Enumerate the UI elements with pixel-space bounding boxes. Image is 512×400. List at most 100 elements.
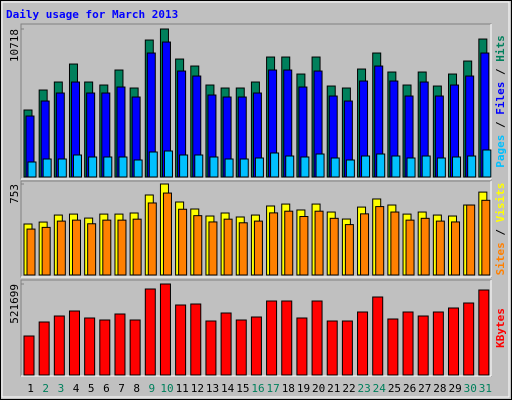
bar (360, 213, 370, 276)
bar (391, 155, 401, 178)
bar (436, 157, 446, 178)
bar (223, 218, 233, 276)
bar (417, 315, 429, 376)
bar (163, 150, 173, 178)
bar (162, 192, 172, 276)
bar (208, 221, 218, 276)
bar (281, 300, 293, 376)
bar (315, 153, 325, 178)
day-label: 10 (160, 382, 173, 395)
day-label: 29 (448, 382, 461, 395)
day-label: 18 (282, 382, 295, 395)
bar (420, 217, 430, 276)
bar (205, 320, 217, 376)
bar (179, 154, 189, 178)
legend-entry: Files (494, 82, 507, 115)
day-label: 1 (27, 382, 34, 395)
bar (235, 319, 247, 376)
bar (239, 158, 249, 178)
day-label: 6 (103, 382, 110, 395)
legend: KBytes (494, 308, 507, 348)
bar (481, 199, 491, 276)
day-label: 15 (236, 382, 249, 395)
day-label: 30 (464, 382, 477, 395)
bar (402, 311, 414, 376)
legend-entry: Pages (494, 135, 507, 168)
bar (56, 220, 66, 276)
bar (175, 304, 187, 376)
bar (209, 156, 219, 178)
bar (452, 156, 462, 178)
day-label: 28 (433, 382, 446, 395)
legend-entry: Hits (494, 35, 507, 62)
day-label: 20 (312, 382, 325, 395)
bar (41, 226, 51, 276)
day-label: 27 (418, 382, 431, 395)
bar (99, 319, 111, 376)
bar (357, 311, 369, 376)
bar (84, 317, 96, 376)
bar (38, 321, 50, 376)
legend-entry: Visits (494, 183, 507, 223)
day-label: 26 (403, 382, 416, 395)
bar (250, 316, 262, 376)
bar (23, 335, 35, 376)
chart-title: Daily usage for March 2013 (6, 8, 178, 21)
bar (26, 228, 36, 276)
bar (390, 211, 400, 276)
bar (71, 219, 81, 276)
bar (42, 158, 52, 178)
bar (344, 224, 354, 276)
bar (478, 289, 490, 376)
legend: Sites / Visits (494, 183, 507, 276)
bar (254, 157, 264, 178)
bar (345, 159, 355, 178)
day-label: 14 (221, 382, 235, 395)
bar (53, 315, 65, 376)
day-label: 19 (297, 382, 310, 395)
bar (57, 158, 67, 178)
day-label: 24 (373, 382, 387, 395)
bar (147, 202, 157, 276)
bar (463, 302, 475, 376)
max-label: 10718 (8, 29, 21, 62)
bar (87, 223, 97, 276)
bar (103, 156, 113, 178)
bar (329, 217, 339, 276)
bar (102, 219, 112, 276)
day-label: 9 (149, 382, 156, 395)
bar (148, 151, 158, 178)
bar (405, 219, 415, 276)
bar (159, 283, 171, 376)
bar (68, 310, 80, 376)
bar (372, 296, 384, 376)
bar (129, 319, 141, 376)
bar (482, 149, 492, 178)
bar (270, 152, 280, 178)
day-label: 11 (176, 382, 189, 395)
day-label: 25 (388, 382, 401, 395)
day-label: 8 (133, 382, 140, 395)
bar (432, 311, 444, 376)
bar (375, 206, 385, 276)
day-label: 21 (327, 382, 340, 395)
day-label: 7 (118, 382, 125, 395)
bar (435, 220, 445, 276)
day-label: 16 (251, 382, 264, 395)
bar (376, 153, 386, 178)
bar (314, 210, 324, 276)
bar (341, 320, 353, 376)
bar (144, 288, 156, 376)
bar (421, 155, 431, 178)
legend-separator: / (494, 115, 507, 135)
legend-entry: Sites (494, 242, 507, 275)
bar (266, 300, 278, 376)
bar (114, 313, 126, 376)
bar (27, 161, 37, 178)
bar (132, 218, 142, 276)
bar (299, 216, 309, 276)
day-label: 5 (88, 382, 95, 395)
bar (190, 303, 202, 376)
